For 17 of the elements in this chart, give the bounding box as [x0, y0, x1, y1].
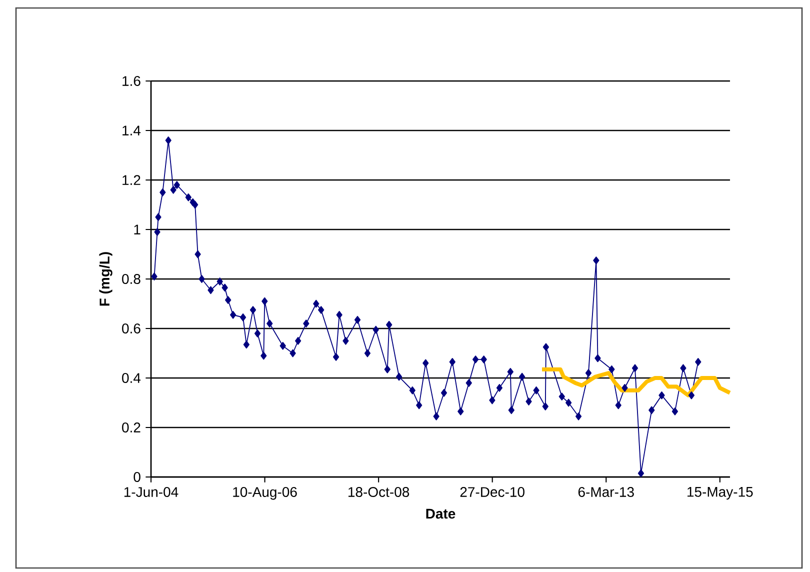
y-tick-label: 0.8: [122, 274, 140, 284]
y-tick-label: 1.4: [122, 126, 141, 136]
y-tick-label: 0.4: [122, 373, 141, 383]
x-tick-label: 15-May-15: [688, 487, 753, 500]
x-tick-label: 27-Dec-10: [460, 487, 524, 497]
x-axis-title: Date: [426, 508, 456, 519]
y-tick-label: 0: [134, 472, 140, 482]
y-tick-label: 0.2: [122, 422, 140, 432]
x-tick-label: 10-Aug-06: [233, 487, 297, 500]
x-tick-label: 6-Mar-13: [578, 487, 634, 497]
y-tick-label: 1: [134, 224, 140, 234]
y-axis-title: F (mg/L): [99, 252, 112, 306]
x-tick-label: 18-Oct-08: [348, 487, 410, 497]
y-tick-label: 1.6: [122, 76, 140, 86]
y-tick-label: 0.6: [122, 324, 140, 334]
x-tick-label: 1-Jun-04: [124, 487, 178, 497]
y-tick-label: 1.2: [122, 175, 140, 185]
